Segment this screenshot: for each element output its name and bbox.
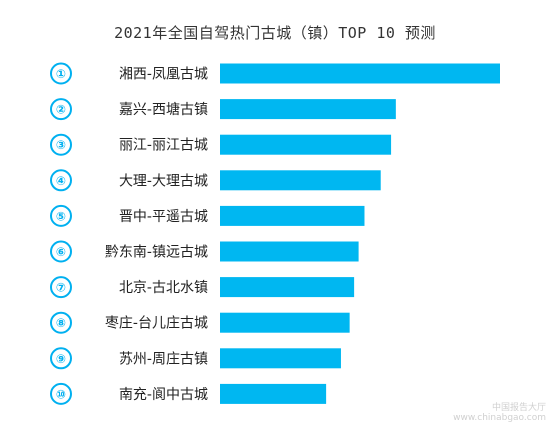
- category-label-1: 湘西-凤凰古城: [119, 67, 208, 83]
- watermark: 中国报告大厅 www.chinabgao.com: [453, 403, 546, 423]
- rank-circle-4: [50, 169, 72, 192]
- category-label-7: 北京-古北水镇: [119, 280, 208, 296]
- bar-2: [220, 99, 396, 120]
- rank-circle-6: [50, 240, 72, 263]
- rank-circle-8: [50, 311, 72, 334]
- rank-number-4: ④: [56, 174, 66, 188]
- bar-6: [220, 241, 359, 262]
- category-label-5: 晋中-平遥古城: [119, 209, 208, 225]
- watermark-line2: www.chinabgao.com: [453, 413, 546, 423]
- rank-number-7: ⑦: [56, 281, 66, 295]
- chart-title: 2021年全国自驾热门古城（镇）TOP 10 预测: [114, 24, 436, 42]
- rank-circle-1: [50, 62, 72, 85]
- category-label-9: 苏州-周庄古镇: [119, 350, 208, 367]
- rank-number-10: ⑩: [56, 387, 66, 401]
- bar-3: [220, 134, 392, 155]
- rank-number-1: ①: [56, 67, 66, 81]
- category-label-6: 黔东南-镇远古城: [105, 245, 208, 261]
- rank-circle-9: [50, 347, 72, 370]
- category-label-4: 大理-大理古城: [119, 173, 208, 189]
- rank-number-3: ③: [56, 138, 66, 152]
- category-label-2: 嘉兴-西塘古镇: [119, 102, 208, 118]
- rank-circle-3: [50, 133, 72, 156]
- rank-number-2: ②: [56, 103, 66, 117]
- bar-8: [220, 312, 350, 333]
- rank-number-9: ⑨: [56, 352, 66, 366]
- bar-9: [220, 348, 341, 369]
- bar-1: [220, 63, 500, 84]
- rank-number-8: ⑧: [56, 316, 66, 330]
- category-label-3: 丽江-丽江古城: [119, 138, 208, 154]
- category-label-10: 南充-阆中古城: [119, 387, 208, 403]
- watermark-line1: 中国报告大厅: [491, 403, 546, 413]
- bar-4: [220, 170, 381, 191]
- bar-10: [220, 383, 327, 404]
- rank-number-6: ⑥: [56, 245, 66, 259]
- rank-circle-5: [50, 204, 72, 227]
- rank-circle-7: [50, 276, 72, 299]
- rank-number-5: ⑤: [56, 209, 66, 223]
- rank-circle-2: [50, 98, 72, 121]
- rank-circle-10: [50, 382, 72, 405]
- bar-5: [220, 205, 365, 226]
- category-label-8: 枣庄-台儿庄古城: [105, 315, 208, 332]
- bar-7: [220, 277, 355, 298]
